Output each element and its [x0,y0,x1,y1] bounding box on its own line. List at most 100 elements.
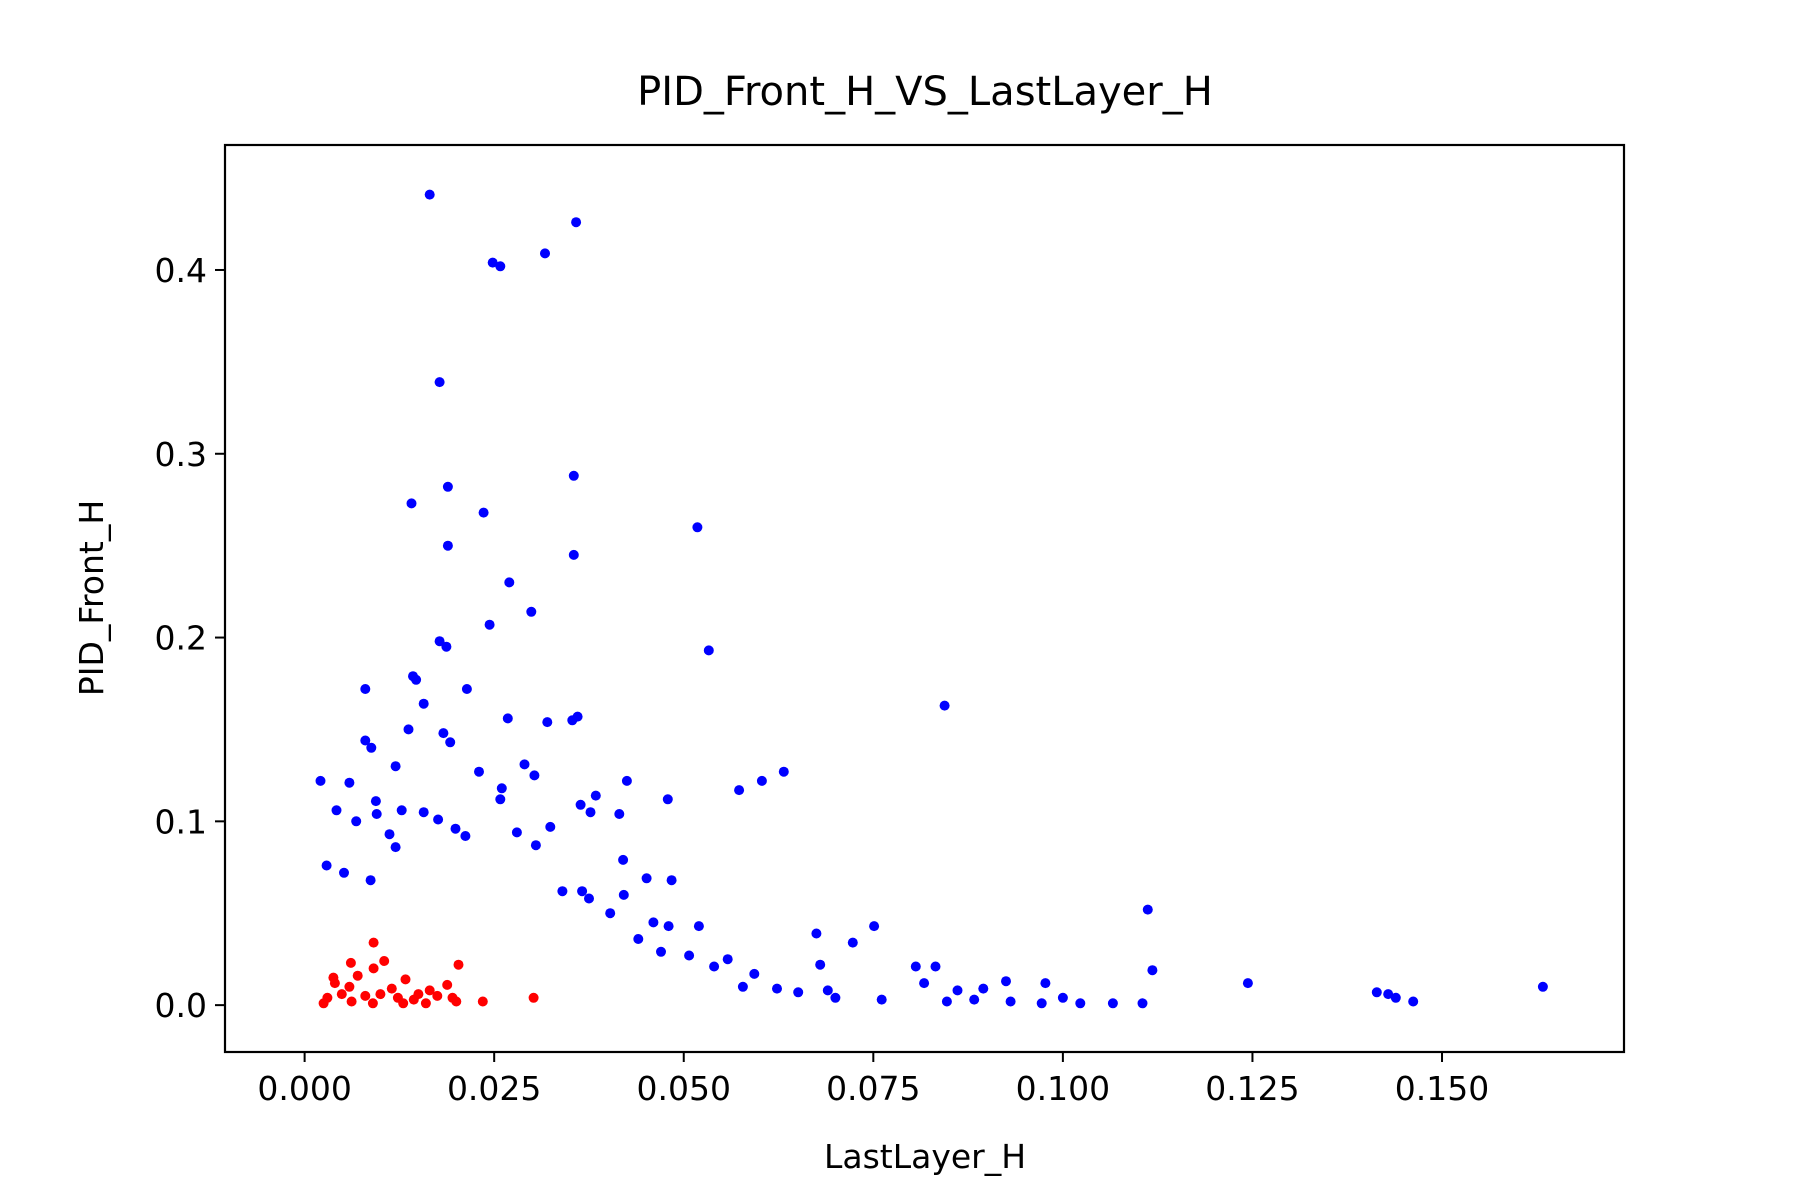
data-point [502,713,513,724]
y-axis: 0.0 0.1 0.2 0.3 0.4 [155,251,225,1025]
data-point [1537,981,1548,992]
data-point [1075,998,1086,1009]
data-point [384,829,395,840]
data-point [318,998,329,1009]
x-tick-label: 0.100 [1016,1069,1110,1108]
data-point [329,978,340,989]
data-point [568,549,579,560]
data-point [495,794,506,805]
data-point [396,805,407,816]
data-point [590,790,601,801]
y-tick-label: 0.0 [155,986,207,1025]
data-point [438,728,449,739]
data-point [969,994,980,1005]
data-point [1036,998,1047,1009]
data-point [693,921,704,932]
data-point [442,540,453,551]
data-point [487,257,498,268]
data-point [442,481,453,492]
data-point [344,777,355,788]
data-point [331,805,342,816]
data-point [614,809,625,819]
data-point [390,761,401,772]
y-axis-label: PID_Front_H [72,500,111,696]
data-point [545,821,556,832]
data-point [408,994,419,1005]
x-tick-label: 0.075 [826,1069,920,1108]
data-point [526,606,537,617]
data-point [1242,978,1253,989]
data-point [663,921,674,932]
data-point [585,807,596,818]
data-point [386,983,397,994]
data-point [542,717,553,728]
data-point [360,684,371,694]
data-point [822,985,833,996]
data-point [1005,996,1016,1007]
data-point [345,957,356,968]
data-point [1408,996,1419,1007]
data-point [847,937,858,948]
data-point [336,989,347,1000]
data-point [605,908,616,919]
plot-frame [223,143,1626,1054]
data-point [432,990,443,1001]
data-point [406,498,417,509]
data-point [528,992,539,1003]
data-point [919,978,930,989]
data-point [424,189,435,200]
data-point [451,996,462,1007]
data-point [778,766,789,777]
data-point [1040,978,1051,989]
data-point [495,261,506,272]
data-point [571,217,582,228]
data-point [390,842,401,853]
data-point [584,893,594,904]
data-point [379,956,390,966]
data-point [869,921,880,932]
data-point [666,875,677,886]
data-point [621,775,632,786]
data-point [450,823,461,834]
data-point [442,979,453,990]
data-point [633,934,644,944]
data-point [930,961,941,972]
data-point [368,963,379,974]
data-point [530,840,541,851]
data-point [504,577,515,588]
data-point [577,886,588,897]
data-point [540,248,550,259]
data-point [648,917,659,928]
data-point [709,961,720,972]
data-point [484,619,495,630]
data-point [344,981,355,992]
data-point [365,875,376,886]
data-point [1390,992,1401,1003]
data-point [477,996,488,1007]
data-point [722,954,733,965]
data-point [749,968,760,979]
y-tick-label: 0.1 [155,802,207,841]
data-point [1142,904,1153,915]
data-point [1371,987,1382,998]
data-point [352,970,363,981]
data-point [656,946,666,957]
y-tick-label: 0.3 [155,435,207,474]
data-point [315,775,326,786]
data-point [557,886,568,897]
data-point [876,994,887,1005]
series-blue [315,189,1548,1009]
y-tick-label: 0.4 [155,251,207,290]
data-point [339,867,349,878]
data-point [575,799,586,810]
data-point [411,674,422,685]
chart-title: PID_Front_H_VS_LastLayer_H [637,69,1213,115]
data-point [418,807,429,818]
data-point [460,831,471,841]
data-point [952,985,963,996]
data-point [1001,976,1011,987]
data-point [420,998,431,1009]
data-point [424,985,435,996]
x-tick-label: 0.050 [637,1069,731,1108]
